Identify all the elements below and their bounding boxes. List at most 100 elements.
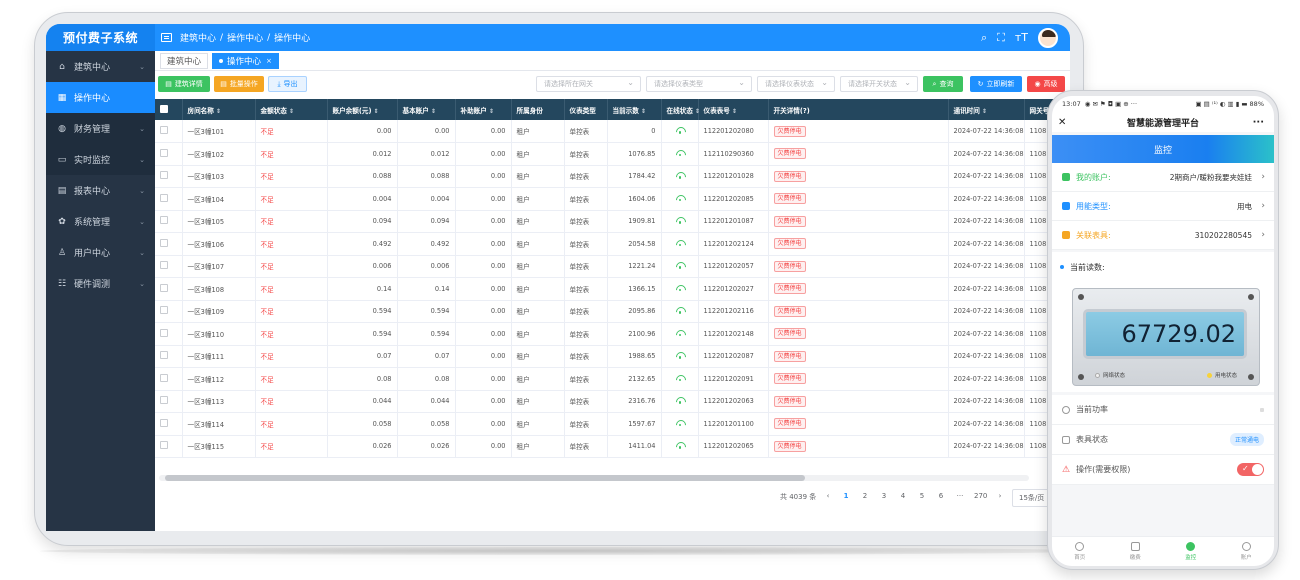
column-header[interactable]: 在线状态 ⇕ (661, 99, 700, 120)
energy-type-row[interactable]: 用能类型: 用电 › (1052, 192, 1274, 221)
fullscreen-icon[interactable]: ⛶ (997, 30, 1005, 44)
prev-page-button[interactable]: ‹ (826, 492, 830, 500)
row-label: 当前功率 (1076, 405, 1108, 414)
more-icon[interactable]: ··· (1252, 116, 1264, 128)
meter-type-select[interactable]: 请选择仪表类型 (646, 76, 752, 92)
row-checkbox[interactable] (155, 277, 183, 301)
tab-account[interactable]: 账户 (1219, 537, 1275, 566)
select-all-checkbox[interactable] (155, 99, 183, 120)
page-number[interactable]: 4 (900, 492, 906, 500)
sidebar-item-monitor[interactable]: ▭ 实时监控 ⌄ (46, 144, 155, 175)
row-checkbox[interactable] (155, 120, 183, 143)
table-row[interactable]: 一区3幢108 不足 0.14 0.14 0.00 租户 单控表 1366.15 1122012… (155, 277, 1070, 301)
balance-status-cell: 不足 (255, 412, 328, 436)
switch-status-select[interactable]: 请选择开关状态 (840, 76, 918, 92)
page-number[interactable]: 5 (919, 492, 925, 500)
row-checkbox[interactable] (155, 232, 183, 256)
sidebar-item-hardware[interactable]: ☷ 硬件调测 ⌄ (46, 268, 155, 299)
font-size-icon[interactable]: тT (1014, 31, 1028, 44)
row-checkbox[interactable] (155, 322, 183, 346)
row-checkbox[interactable] (155, 210, 183, 233)
page-number[interactable]: 2 (862, 492, 868, 500)
search-button[interactable]: ⌕ 查询 (923, 76, 963, 92)
next-page-button[interactable]: › (998, 492, 1002, 500)
breadcrumb-item[interactable]: 建筑中心 (180, 34, 217, 44)
page-number[interactable]: 270 (974, 492, 988, 500)
table-row[interactable]: 一区3幢106 不足 0.492 0.492 0.00 租户 单控表 2054.58 11220… (155, 232, 1070, 256)
page-number[interactable]: 6 (938, 492, 944, 500)
page-number[interactable]: 1 (843, 492, 849, 500)
comm-time-cell: 2024-07-22 14:36:08 (948, 232, 1025, 256)
chevron-right-icon: › (1261, 230, 1265, 240)
table-row[interactable]: 一区3幢103 不足 0.088 0.088 0.00 租户 单控表 1784.42 11220… (155, 165, 1070, 188)
table-row[interactable]: 一区3幢112 不足 0.08 0.08 0.00 租户 单控表 2132.65 1122012… (155, 367, 1070, 391)
column-header[interactable]: 补助账户 ⇕ (455, 99, 512, 120)
row-checkbox[interactable] (155, 165, 183, 188)
close-icon[interactable]: ✕ (1058, 116, 1067, 128)
linked-meter-row[interactable]: 关联表具: 310202280545 › (1052, 221, 1274, 250)
wifi-icon (676, 330, 684, 337)
gateway-select[interactable]: 请选择所在网关 (536, 76, 641, 92)
column-header[interactable]: 当前示数 ⇕ (607, 99, 662, 120)
sidebar-item-finance[interactable]: ◍ 财务管理 ⌄ (46, 113, 155, 144)
my-account-row[interactable]: 我的账户: 2期商户/暖粉我要夹娃娃 › (1052, 163, 1274, 192)
sidebar-item-building[interactable]: ⌂ 建筑中心 ⌄ (46, 51, 155, 82)
row-checkbox[interactable] (155, 345, 183, 368)
close-icon[interactable]: × (266, 56, 272, 65)
row-checkbox[interactable] (155, 255, 183, 278)
advanced-button[interactable]: ◉ 高级 (1027, 76, 1065, 92)
building-detail-button[interactable]: ▤ 建筑详情 (158, 76, 210, 92)
breadcrumb-item[interactable]: 操作中心 (227, 34, 264, 44)
table-row[interactable]: 一区3幢101 不足 0.00 0.00 0.00 租户 单控表 0 112201202080 欠… (155, 120, 1070, 143)
scrollbar-thumb[interactable] (165, 475, 805, 481)
page-number[interactable]: 3 (881, 492, 887, 500)
row-checkbox[interactable] (155, 142, 183, 166)
table-row[interactable]: 一区3幢102 不足 0.012 0.012 0.00 租户 单控表 1076.85 11211… (155, 142, 1070, 166)
horizontal-scrollbar[interactable] (159, 475, 1029, 481)
column-header[interactable]: 房间名称 ⇕ (182, 99, 256, 120)
meter-status-select[interactable]: 请选择仪表状态 (757, 76, 835, 92)
sidebar-item-report[interactable]: ▤ 报表中心 ⌄ (46, 175, 155, 206)
table-row[interactable]: 一区3幢111 不足 0.07 0.07 0.00 租户 单控表 1988.65 1122012… (155, 345, 1070, 368)
row-checkbox[interactable] (155, 187, 183, 211)
export-button[interactable]: ⤓ 导出 (268, 76, 307, 92)
online-status-cell (661, 142, 699, 166)
wifi-icon (676, 352, 684, 359)
table-row[interactable]: 一区3幢104 不足 0.004 0.004 0.00 租户 单控表 1604.06 11220… (155, 187, 1070, 211)
column-header[interactable]: 账户余额(元) ⇕ (327, 99, 398, 120)
sidebar-item-system[interactable]: ✿ 系统管理 ⌄ (46, 206, 155, 237)
page-ellipsis[interactable]: ··· (956, 492, 964, 500)
column-header[interactable]: 通讯时间 ⇕ (948, 99, 1025, 120)
power-toggle[interactable]: ✓ (1237, 463, 1264, 476)
batch-op-button[interactable]: ▤ 批量操作 (214, 76, 264, 92)
sidebar-item-user[interactable]: ♙ 用户中心 ⌄ (46, 237, 155, 268)
row-checkbox[interactable] (155, 367, 183, 391)
column-header[interactable]: 金额状态 ⇕ (255, 99, 328, 120)
page-size-select[interactable]: 15条/页 (1012, 489, 1052, 507)
tab-building[interactable]: 建筑中心 (160, 52, 209, 69)
search-icon[interactable]: ⌕ (980, 30, 988, 44)
tab-pay[interactable]: 缴费 (1108, 537, 1164, 566)
refresh-button[interactable]: ↻ 立即刷新 (970, 76, 1022, 92)
table-row[interactable]: 一区3幢105 不足 0.094 0.094 0.00 租户 单控表 1909.81 11220… (155, 210, 1070, 233)
avatar[interactable] (1038, 27, 1058, 48)
hamburger-icon[interactable] (161, 33, 172, 42)
column-header[interactable]: 基本账户 ⇕ (397, 99, 456, 120)
sidebar-item-operation[interactable]: ▦ 操作中心 (46, 82, 155, 113)
subsidy-account-cell: 0.00 (455, 277, 512, 301)
column-header[interactable]: 仪表表号 ⇕ (698, 99, 769, 120)
sidebar-item-label: 操作中心 (74, 94, 111, 104)
tab-home[interactable]: 首页 (1052, 537, 1108, 566)
table-row[interactable]: 一区3幢109 不足 0.594 0.594 0.00 租户 单控表 2095.86 11220… (155, 300, 1070, 323)
tab-operation[interactable]: 操作中心 × (212, 52, 279, 69)
row-checkbox[interactable] (155, 300, 183, 323)
table-row[interactable]: 一区3幢107 不足 0.006 0.006 0.00 租户 单控表 1221.24 11220… (155, 255, 1070, 278)
row-checkbox[interactable] (155, 435, 183, 458)
row-checkbox[interactable] (155, 412, 183, 436)
table-row[interactable]: 一区3幢110 不足 0.594 0.594 0.00 租户 单控表 2100.96 11220… (155, 322, 1070, 346)
table-row[interactable]: 一区3幢115 不足 0.026 0.026 0.00 租户 单控表 1411.04 11220… (155, 435, 1070, 458)
row-checkbox[interactable] (155, 390, 183, 413)
tab-monitor[interactable]: 监控 (1163, 537, 1219, 566)
table-row[interactable]: 一区3幢114 不足 0.058 0.058 0.00 租户 单控表 1597.67 11220… (155, 412, 1070, 436)
table-row[interactable]: 一区3幢113 不足 0.044 0.044 0.00 租户 单控表 2316.76 11220… (155, 390, 1070, 413)
